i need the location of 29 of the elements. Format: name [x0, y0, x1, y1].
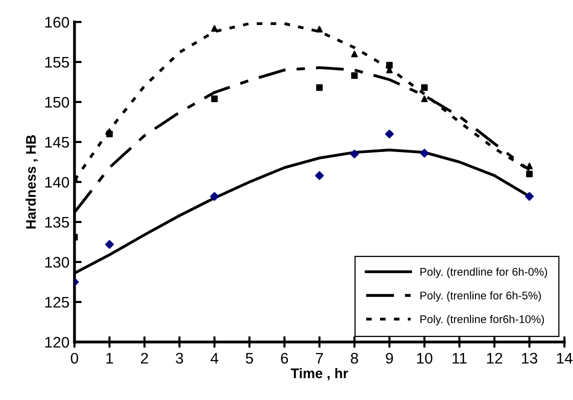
- x-tick-label: 0: [70, 352, 78, 364]
- x-tick-label: 14: [557, 352, 572, 364]
- x-tick-label: 12: [487, 352, 502, 364]
- x-tick-label: 10: [417, 352, 432, 364]
- x-tick-label: 9: [386, 352, 393, 364]
- legend-label: Poly. (trendline for 6h-0%): [420, 268, 548, 278]
- y-tick-label: 120: [45, 336, 70, 348]
- x-tick-label: 2: [141, 352, 148, 364]
- x-tick-label: 6: [280, 352, 288, 364]
- y-tick-label: 160: [45, 16, 70, 28]
- x-tick-label: 13: [522, 352, 538, 364]
- x-tick-label: 3: [176, 352, 184, 364]
- x-tick-label: 4: [210, 352, 218, 364]
- y-axis-title: Hardness , HB: [26, 135, 38, 229]
- x-axis-title: Time , hr: [290, 368, 348, 380]
- x-tick-label: 11: [452, 352, 467, 364]
- x-tick-label: 5: [246, 352, 254, 364]
- legend-label: Poly. (trenline for6h-10%): [420, 314, 544, 326]
- x-tick-label: 1: [106, 352, 113, 364]
- y-tick-label: 125: [45, 296, 69, 308]
- legend-label: Poly. (trenline for 6h-5%): [420, 291, 541, 302]
- y-tick-label: 130: [45, 256, 70, 268]
- x-tick-label: 7: [316, 352, 323, 364]
- y-tick-label: 135: [45, 216, 69, 228]
- x-tick-label: 8: [350, 352, 358, 364]
- y-tick-label: 150: [45, 96, 70, 108]
- y-tick-label: 140: [45, 176, 70, 188]
- y-tick-label: 155: [45, 57, 69, 68]
- y-tick-label: 145: [45, 137, 69, 148]
